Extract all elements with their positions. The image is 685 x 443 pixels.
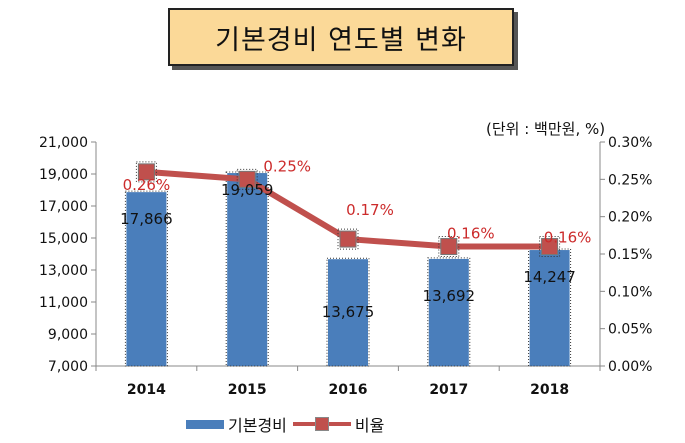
chart-title: 기본경비 연도별 변화 bbox=[215, 24, 467, 56]
bar bbox=[328, 259, 368, 366]
y-left-tick-label: 17,000 bbox=[39, 199, 88, 215]
unit-label: (단위 : 백만원, %) bbox=[486, 120, 606, 138]
rate-marker bbox=[541, 238, 559, 256]
rate-data-label: 0.17% bbox=[346, 201, 394, 219]
y-left-tick-label: 19,000 bbox=[39, 167, 88, 183]
legend-item-line: 비율 bbox=[292, 412, 385, 436]
legend-item-bar: 기본경비 bbox=[186, 412, 287, 436]
rate-data-label: 0.16% bbox=[544, 229, 592, 247]
bar-data-label: 13,675 bbox=[322, 303, 375, 321]
y-right-tick-label: 0.20% bbox=[608, 210, 652, 226]
bar-data-label: 19,059 bbox=[221, 181, 274, 199]
rate-marker-outline bbox=[539, 236, 561, 258]
legend-line-swatch bbox=[292, 417, 351, 431]
x-tick-label: 2017 bbox=[429, 382, 468, 398]
bar-outline bbox=[124, 190, 168, 367]
bar-outline bbox=[326, 257, 370, 367]
rate-marker bbox=[137, 163, 155, 181]
y-right-tick-label: 0.10% bbox=[608, 284, 652, 300]
legend-line-label: 비율 bbox=[354, 416, 385, 435]
rate-marker-outline bbox=[135, 161, 157, 183]
bar-data-label: 14,247 bbox=[523, 268, 576, 286]
bar bbox=[428, 258, 469, 366]
bar bbox=[227, 173, 268, 366]
rate-marker bbox=[238, 170, 256, 188]
bar-data-label: 13,692 bbox=[423, 287, 476, 305]
y-right-tick-label: 0.05% bbox=[608, 322, 652, 338]
legend-bar-swatch bbox=[186, 419, 224, 429]
bar-data-label: 17,866 bbox=[120, 210, 173, 228]
y-left-tick-label: 13,000 bbox=[39, 263, 88, 279]
y-right-tick-label: 0.00% bbox=[608, 359, 652, 375]
bar bbox=[529, 250, 570, 366]
y-right-tick-label: 0.15% bbox=[608, 247, 652, 263]
y-right-tick-label: 0.25% bbox=[608, 172, 652, 188]
y-left-tick-label: 11,000 bbox=[39, 295, 88, 311]
legend-bar-label: 기본경비 bbox=[228, 416, 287, 435]
x-tick-label: 2015 bbox=[228, 382, 267, 398]
rate-marker-outline bbox=[438, 236, 460, 258]
y-right-tick-label: 0.30% bbox=[608, 135, 652, 151]
rate-data-label: 0.26% bbox=[123, 176, 171, 194]
chart-title-box: 기본경비 연도별 변화 bbox=[168, 8, 514, 66]
rate-marker bbox=[339, 230, 357, 248]
y-left-tick-label: 7,000 bbox=[48, 359, 88, 375]
rate-marker-outline bbox=[337, 228, 359, 250]
y-left-tick-label: 15,000 bbox=[39, 231, 88, 247]
bar-outline bbox=[427, 257, 471, 367]
y-left-tick-label: 21,000 bbox=[39, 135, 88, 151]
y-left-tick-label: 9,000 bbox=[48, 327, 88, 343]
rate-marker bbox=[440, 238, 458, 256]
legend: 기본경비 비율 bbox=[186, 412, 390, 436]
x-tick-label: 2016 bbox=[329, 382, 368, 398]
x-tick-label: 2014 bbox=[127, 382, 166, 398]
rate-marker-outline bbox=[236, 168, 258, 190]
bar bbox=[126, 192, 167, 366]
rate-data-label: 0.25% bbox=[263, 157, 311, 175]
rate-data-label: 0.16% bbox=[447, 225, 495, 243]
x-tick-label: 2018 bbox=[530, 382, 569, 398]
